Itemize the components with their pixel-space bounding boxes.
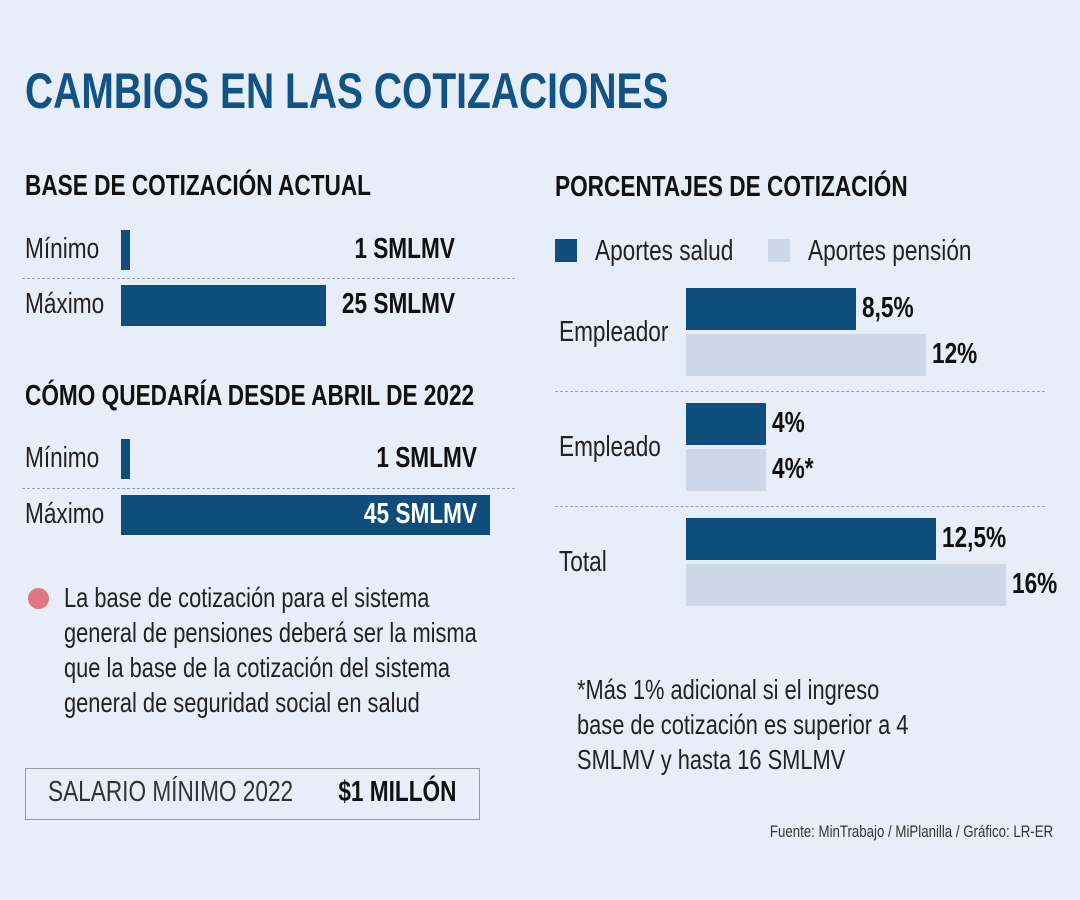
footnote: *Más 1% adicional si el ingreso base de … (577, 674, 909, 775)
bar-pension-empleado (686, 449, 766, 491)
divider (555, 391, 1045, 392)
page-title: CAMBIOS EN LAS COTIZACIONES (25, 63, 669, 119)
legend-swatch-salud (555, 239, 577, 262)
bar-salud-empleador (686, 288, 856, 330)
category-label: Mínimo (25, 442, 100, 474)
category-label: Empleador (559, 316, 669, 348)
value-label: 25 SMLMV (341, 288, 455, 320)
bar-actual-maximo (121, 285, 326, 326)
legend-swatch-pension (768, 239, 790, 262)
salary-box (25, 768, 480, 820)
category-label: Máximo (25, 288, 105, 320)
note-text: La base de cotización para el sistema ge… (64, 582, 477, 718)
chart-3-title: PORCENTAJES DE COTIZACIÓN (555, 171, 908, 203)
data-label: 4% (772, 407, 805, 439)
divider (22, 488, 515, 489)
category-label: Máximo (25, 498, 105, 530)
bullet-dot-icon (28, 588, 49, 609)
value-label: 1 SMLMV (376, 442, 477, 474)
data-label: 4%* (772, 453, 814, 485)
bar-pension-empleador (686, 334, 926, 376)
category-label: Mínimo (25, 233, 100, 265)
legend-label: Aportes pensión (808, 235, 972, 267)
divider (555, 506, 1045, 507)
data-label: 16% (1012, 568, 1058, 600)
bar-actual-minimo (121, 230, 130, 270)
category-label: Empleado (559, 431, 661, 463)
legend-label: Aportes salud (595, 235, 734, 267)
data-label: 12% (932, 338, 978, 370)
category-label: Total (559, 546, 607, 578)
salary-label: SALARIO MÍNIMO 2022 (48, 776, 294, 808)
salary-value: $1 MILLÓN (337, 776, 456, 808)
chart-1-title: BASE DE COTIZACIÓN ACTUAL (25, 170, 372, 202)
source-credit: Fuente: MinTrabajo / MiPlanilla / Gráfic… (769, 822, 1053, 841)
bar-salud-empleado (686, 403, 766, 445)
chart-2-title: CÓMO QUEDARÍA DESDE ABRIL DE 2022 (25, 380, 475, 412)
divider (22, 278, 515, 279)
data-label: 12,5% (942, 522, 1007, 554)
bar-pension-total (686, 564, 1006, 606)
bar-abril-minimo (121, 439, 130, 479)
data-label: 8,5% (862, 292, 914, 324)
value-label: 1 SMLMV (354, 233, 455, 265)
value-label: 45 SMLMV (363, 498, 477, 530)
bar-abril-maximo (121, 495, 490, 535)
bar-salud-total (686, 518, 936, 560)
